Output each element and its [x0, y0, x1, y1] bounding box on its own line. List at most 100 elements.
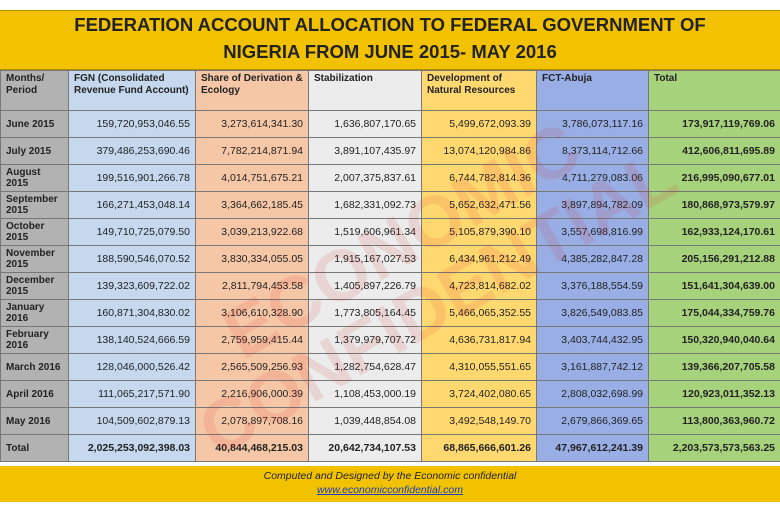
cell-derivation: 40,844,468,215.03 — [195, 434, 309, 462]
cell-derivation: 2,759,959,415.44 — [195, 326, 309, 354]
cell-derivation: 3,364,662,185.45 — [195, 191, 309, 219]
cell-natural-resources: 5,499,672,093.39 — [421, 110, 537, 138]
cell-natural-resources: 5,105,879,390.10 — [421, 218, 537, 246]
cell-stabilization: 1,039,448,854.08 — [308, 407, 422, 435]
cell-natural-resources: 3,492,548,149.70 — [421, 407, 537, 435]
cell-period: September 2015 — [0, 191, 69, 219]
cell-natural-resources: 6,744,782,814.36 — [421, 164, 537, 192]
cell-stabilization: 20,642,734,107.53 — [308, 434, 422, 462]
title-line-1: FEDERATION ACCOUNT ALLOCATION TO FEDERAL… — [74, 14, 706, 35]
table-header-row: Months/ Period FGN (Consolidated Revenue… — [0, 70, 780, 111]
table-row: April 2016 111,065,217,571.90 2,216,906,00… — [0, 380, 780, 408]
footer-credit: Computed and Designed by the Economic co… — [263, 470, 517, 482]
table-row: July 2015 379,486,253,690.46 7,782,214,871… — [0, 137, 780, 165]
cell-fct-abuja: 3,376,188,554.59 — [536, 272, 649, 300]
cell-fgn: 160,871,304,830.02 — [68, 299, 196, 327]
page-title: FEDERATION ACCOUNT ALLOCATION TO FEDERAL… — [0, 10, 780, 70]
table-row: March 2016 128,046,000,526.42 2,565,509,25… — [0, 353, 780, 381]
cell-derivation: 2,216,906,000.39 — [195, 380, 309, 408]
cell-fgn: 159,720,953,046.55 — [68, 110, 196, 138]
header-fct-abuja: FCT-Abuja — [536, 70, 649, 111]
cell-period: April 2016 — [0, 380, 69, 408]
cell-derivation: 3,106,610,328.90 — [195, 299, 309, 327]
cell-fgn: 379,486,253,690.46 — [68, 137, 196, 165]
cell-fgn: 104,509,602,879.13 — [68, 407, 196, 435]
cell-natural-resources: 5,652,632,471.56 — [421, 191, 537, 219]
table-row: December 2015 139,323,609,722.02 2,811,794… — [0, 272, 780, 300]
title-line-2: NIGERIA FROM JUNE 2015- MAY 2016 — [223, 41, 557, 62]
header-derivation: Share of Derivation & Ecology — [195, 70, 309, 111]
cell-fct-abuja: 47,967,612,241.39 — [536, 434, 649, 462]
table-row: August 2015 199,516,901,266.78 4,014,751,6… — [0, 164, 780, 192]
cell-fgn: 138,140,524,666.59 — [68, 326, 196, 354]
cell-fct-abuja: 2,808,032,698.99 — [536, 380, 649, 408]
cell-derivation: 3,039,213,922.68 — [195, 218, 309, 246]
cell-fgn: 2,025,253,092,398.03 — [68, 434, 196, 462]
header-total: Total — [648, 70, 780, 111]
table-total-row: Total 2,025,253,092,398.03 40,844,468,215.… — [0, 434, 780, 462]
cell-stabilization: 1,682,331,092.73 — [308, 191, 422, 219]
cell-natural-resources: 5,466,065,352.55 — [421, 299, 537, 327]
cell-fgn: 139,323,609,722.02 — [68, 272, 196, 300]
table-row: February 2016 138,140,524,666.59 2,759,959… — [0, 326, 780, 354]
cell-stabilization: 1,773,805,164.45 — [308, 299, 422, 327]
cell-period: August 2015 — [0, 164, 69, 192]
cell-fct-abuja: 3,403,744,432.95 — [536, 326, 649, 354]
cell-total: 2,203,573,573,563.25 — [648, 434, 780, 462]
allocation-table: Months/ Period FGN (Consolidated Revenue… — [0, 70, 780, 462]
cell-derivation: 2,078,897,708.16 — [195, 407, 309, 435]
cell-fct-abuja: 8,373,114,712.66 — [536, 137, 649, 165]
cell-fct-abuja: 3,826,549,083.85 — [536, 299, 649, 327]
cell-fct-abuja: 3,786,073,117.16 — [536, 110, 649, 138]
cell-period: July 2015 — [0, 137, 69, 165]
table-row: September 2015 166,271,453,048.14 3,364,66… — [0, 191, 780, 219]
header-months: Months/ Period — [0, 70, 69, 111]
cell-fct-abuja: 4,711,279,083.06 — [536, 164, 649, 192]
table-row: November 2015 188,590,546,070.52 3,830,334… — [0, 245, 780, 273]
cell-period: December 2015 — [0, 272, 69, 300]
footer-url-link[interactable]: www.economicconfidential.com — [317, 484, 463, 496]
cell-stabilization: 3,891,107,435.97 — [308, 137, 422, 165]
cell-period: October 2015 — [0, 218, 69, 246]
cell-stabilization: 1,915,167,027.53 — [308, 245, 422, 273]
table-row: January 2016 160,871,304,830.02 3,106,610,… — [0, 299, 780, 327]
table-row: May 2016 104,509,602,879.13 2,078,897,708.… — [0, 407, 780, 435]
cell-stabilization: 1,108,453,000.19 — [308, 380, 422, 408]
cell-natural-resources: 4,310,055,551.65 — [421, 353, 537, 381]
cell-fgn: 166,271,453,048.14 — [68, 191, 196, 219]
cell-stabilization: 2,007,375,837.61 — [308, 164, 422, 192]
cell-fgn: 149,710,725,079.50 — [68, 218, 196, 246]
cell-total: 173,917,119,769.06 — [648, 110, 780, 138]
cell-total: 150,320,940,040.64 — [648, 326, 780, 354]
table-row: October 2015 149,710,725,079.50 3,039,213,… — [0, 218, 780, 246]
cell-derivation: 2,565,509,256.93 — [195, 353, 309, 381]
cell-period: Total — [0, 434, 69, 462]
cell-period: June 2015 — [0, 110, 69, 138]
cell-total: 205,156,291,212.88 — [648, 245, 780, 273]
cell-period: November 2015 — [0, 245, 69, 273]
cell-total: 139,366,207,705.58 — [648, 353, 780, 381]
cell-total: 120,923,011,352.13 — [648, 380, 780, 408]
cell-derivation: 3,830,334,055.05 — [195, 245, 309, 273]
cell-derivation: 7,782,214,871.94 — [195, 137, 309, 165]
cell-derivation: 3,273,614,341.30 — [195, 110, 309, 138]
cell-stabilization: 1,405,897,226.79 — [308, 272, 422, 300]
header-natural-resources: Development of Natural Resources — [421, 70, 537, 111]
cell-natural-resources: 13,074,120,984.86 — [421, 137, 537, 165]
cell-total: 180,868,973,579.97 — [648, 191, 780, 219]
cell-stabilization: 1,379,979,707.72 — [308, 326, 422, 354]
cell-stabilization: 1,519,606,961.34 — [308, 218, 422, 246]
cell-period: March 2016 — [0, 353, 69, 381]
cell-period: February 2016 — [0, 326, 69, 354]
cell-period: January 2016 — [0, 299, 69, 327]
cell-total: 412,606,811,695.89 — [648, 137, 780, 165]
header-stabilization: Stabilization — [308, 70, 422, 111]
header-fgn: FGN (Consolidated Revenue Fund Account) — [68, 70, 196, 111]
cell-natural-resources: 3,724,402,080.65 — [421, 380, 537, 408]
cell-fct-abuja: 2,679,866,369.65 — [536, 407, 649, 435]
cell-fct-abuja: 3,161,887,742.12 — [536, 353, 649, 381]
cell-fgn: 111,065,217,571.90 — [68, 380, 196, 408]
footer: Computed and Designed by the Economic co… — [0, 466, 780, 502]
cell-derivation: 2,811,794,453.58 — [195, 272, 309, 300]
